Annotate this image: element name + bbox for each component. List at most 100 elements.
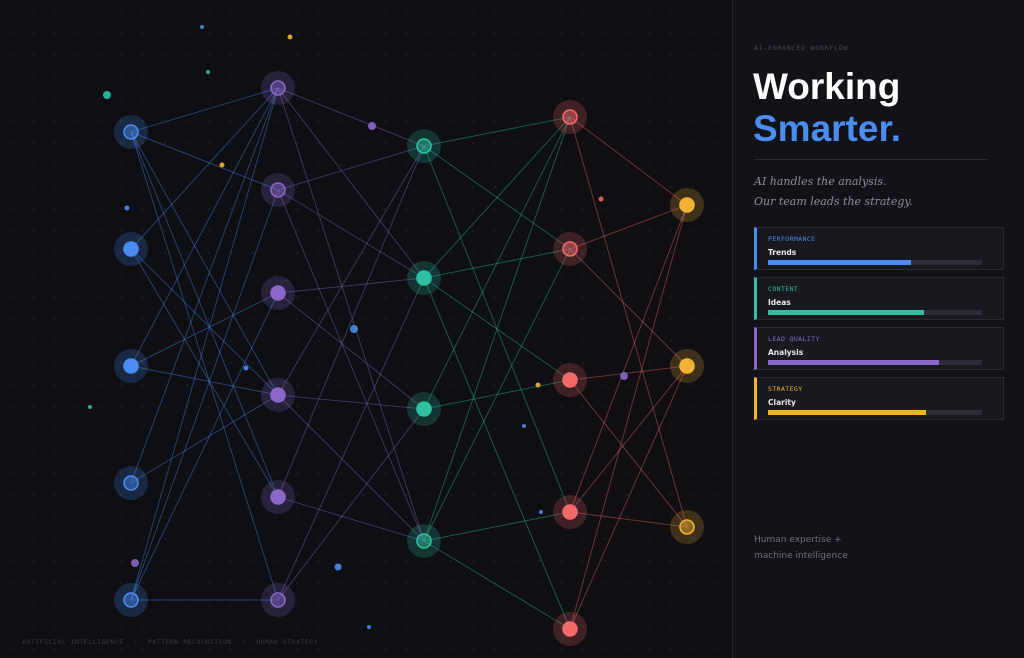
particle-dot [206,70,210,74]
network-edge [130,87,279,484]
metric-progress-track [768,360,982,365]
network-node-d1 [553,232,587,266]
network-edge [569,365,688,513]
network-edge [569,248,688,367]
network-edges [130,87,688,630]
network-edge [277,292,425,410]
network-edge [423,379,571,410]
footer-tag-separator: / [133,638,138,646]
footer-tag-pattern: PATTERN RECOGNITION [147,638,232,646]
network-edge [569,204,688,250]
metric-card-lead-quality: LEAD QUALITY Analysis [754,327,1004,370]
network-node-b0 [261,71,295,105]
network-edge [130,87,279,601]
network-edge [277,87,425,542]
network-node-a2 [114,349,148,383]
particle-dot [620,372,628,380]
network-edge [277,496,425,542]
panel-footer: Human expertise + machine intelligence [754,532,848,564]
eyebrow-label: AI-ENHANCED WORKFLOW [754,44,849,52]
metric-name: Analysis [768,348,804,357]
network-edge [130,292,279,601]
network-edge [569,116,688,206]
metric-category: STRATEGY [768,385,803,393]
particle-dot [539,510,543,514]
network-edge [130,248,279,498]
network-node-a0 [114,115,148,149]
network-edge [277,145,425,396]
network-edge [423,116,571,410]
particle-dot [200,25,204,29]
network-node-d3 [553,495,587,529]
network-node-d2 [553,363,587,397]
footer-tag-ai: ARTIFICIAL INTELLIGENCE [22,638,124,646]
network-edge [423,145,571,250]
footer-tag-human: HUMAN STRATEGY [256,638,319,646]
particle-dot [88,405,92,409]
network-node-b2 [261,276,295,310]
network-edge [569,204,688,630]
metric-progress-fill [768,260,912,265]
tagline-line-2: Our team leads the strategy. [754,195,913,208]
metric-progress-fill [768,410,927,415]
network-edge [423,277,571,630]
metric-progress-track [768,310,982,315]
network-edge [423,116,571,542]
particle-dot [124,205,130,211]
network-edge [569,511,688,528]
metric-category: LEAD QUALITY [768,335,820,343]
metric-category: CONTENT [768,285,799,293]
network-node-d0 [553,100,587,134]
network-edge [277,189,425,279]
network-edge [277,189,425,542]
divider [754,159,988,160]
particle-dot [287,34,293,40]
network-node-c0 [407,129,441,163]
network-edge [130,87,279,367]
footer-tags: ARTIFICIAL INTELLIGENCE / PATTERN RECOGN… [22,638,318,646]
network-node-a1 [114,232,148,266]
info-panel: AI-ENHANCED WORKFLOW Working Smarter. AI… [732,0,1024,658]
network-edge [569,204,688,513]
network-node-a4 [114,583,148,617]
metric-name: Trends [768,248,797,257]
network-edge [423,248,571,279]
particle-dot [598,196,604,202]
footer-line-2: machine intelligence [754,551,848,561]
network-node-e1 [670,349,704,383]
network-edge [130,131,279,396]
network-edge [130,365,279,396]
network-edge [423,511,571,542]
particle-dot [535,382,541,388]
network-node-c1 [407,261,441,295]
floating-particles [88,25,628,629]
particle-dot [522,424,526,428]
network-edge [277,408,425,601]
network-node-b1 [261,173,295,207]
network-visualization: ARTIFICIAL INTELLIGENCE / PATTERN RECOGN… [0,0,732,658]
network-edge [423,248,571,542]
network-node-b5 [261,583,295,617]
network-edge [130,87,279,250]
particle-dot [368,122,376,130]
network-edge [130,292,279,367]
network-node-c2 [407,392,441,426]
network-edge [277,277,425,294]
particle-dot [350,325,358,333]
network-edge [423,277,571,381]
particle-dot [367,625,371,629]
metric-card-performance: PERFORMANCE Trends [754,227,1004,270]
metric-card-content: CONTENT Ideas [754,277,1004,320]
network-edge [569,116,688,528]
metric-name: Clarity [768,398,796,407]
network-edge [277,277,425,601]
network-edge [423,116,571,147]
network-edge [423,540,571,630]
page-title: Working Smarter. [753,66,901,150]
network-edge [277,394,425,542]
network-edge [277,394,425,410]
network-node-d4 [553,612,587,646]
network-edge [130,131,279,498]
network-node-b4 [261,480,295,514]
particle-dot [334,563,342,571]
